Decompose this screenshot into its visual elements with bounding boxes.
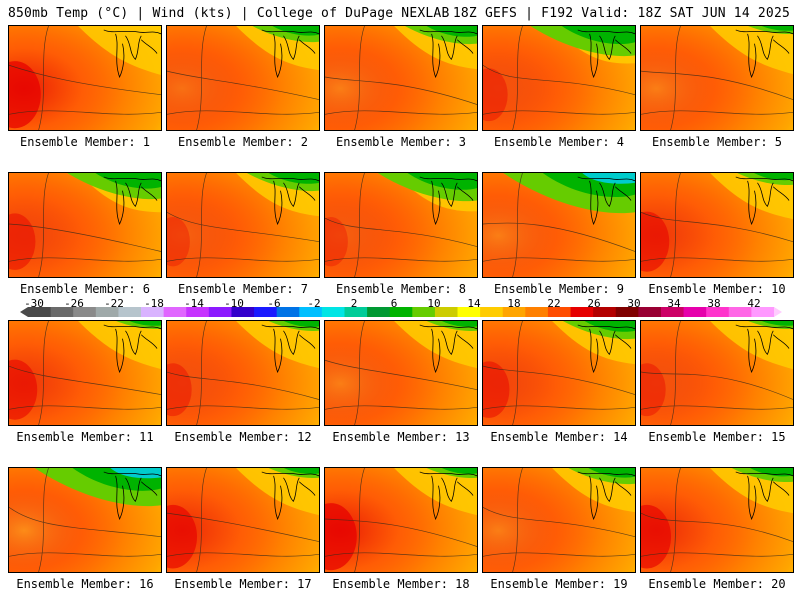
ensemble-member-label: Ensemble Member: 4 xyxy=(493,135,625,149)
ensemble-member-map xyxy=(640,320,794,426)
ensemble-member-label: Ensemble Member: 12 xyxy=(174,430,312,444)
colorbar-segment xyxy=(50,307,74,317)
colorbar-tick: 10 xyxy=(427,297,441,310)
ensemble-member-label: Ensemble Member: 20 xyxy=(648,577,786,591)
colorbar-segment xyxy=(118,307,142,317)
ensemble-member-map xyxy=(324,467,478,573)
colorbar-tick: 30 xyxy=(627,297,641,310)
colorbar-segment xyxy=(367,307,391,317)
colorbar-segment xyxy=(73,307,97,317)
ensemble-member-label: Ensemble Member: 10 xyxy=(648,282,786,296)
ensemble-member-map xyxy=(324,172,478,278)
colorbar-tick: -6 xyxy=(267,297,281,310)
colorbar-tick: 38 xyxy=(707,297,721,310)
ensemble-member-map xyxy=(8,320,162,426)
ensemble-member-map xyxy=(166,320,320,426)
colorbar-segment xyxy=(615,307,639,317)
map-title: 850mb Temp (°C) | Wind (kts) | College o… xyxy=(8,6,450,21)
colorbar-segment xyxy=(525,307,549,317)
colorbar-tick: -30 xyxy=(24,297,44,310)
colorbar-segment xyxy=(389,307,413,317)
ensemble-member-map xyxy=(8,467,162,573)
colorbar-segment xyxy=(434,307,458,317)
colorbar-segment xyxy=(254,307,278,317)
ensemble-member-label: Ensemble Member: 1 xyxy=(19,135,151,149)
colorbar-segment xyxy=(231,307,255,317)
ensemble-member-map xyxy=(482,25,636,131)
colorbar-right-arrow xyxy=(774,307,782,317)
colorbar-tick: -14 xyxy=(184,297,204,310)
colorbar-segment xyxy=(163,307,187,317)
ensemble-member-map xyxy=(640,172,794,278)
ensemble-member-label: Ensemble Member: 19 xyxy=(490,577,628,591)
ensemble-member-map xyxy=(8,172,162,278)
colorbar-segment xyxy=(344,307,368,317)
ensemble-member-label: Ensemble Member: 17 xyxy=(174,577,312,591)
ensemble-member-map xyxy=(166,467,320,573)
ensemble-member-label: Ensemble Member: 16 xyxy=(16,577,154,591)
colorbar-segment xyxy=(706,307,730,317)
colorbar-segment xyxy=(95,307,119,317)
colorbar-segment xyxy=(457,307,481,317)
ensemble-member-map xyxy=(640,467,794,573)
ensemble-member-map xyxy=(166,172,320,278)
colorbar-segment xyxy=(141,307,165,317)
ensemble-member-map xyxy=(324,25,478,131)
ensemble-member-map xyxy=(640,25,794,131)
colorbar-tick: -18 xyxy=(144,297,164,310)
colorbar-segment xyxy=(28,307,52,317)
colorbar-tick: -26 xyxy=(64,297,84,310)
colorbar-segment xyxy=(186,307,210,317)
ensemble-member-map xyxy=(8,25,162,131)
colorbar-segment xyxy=(480,307,504,317)
ensemble-member-label: Ensemble Member: 18 xyxy=(332,577,470,591)
colorbar-tick: 22 xyxy=(547,297,561,310)
ensemble-member-label: Ensemble Member: 7 xyxy=(177,282,309,296)
colorbar-tick: 34 xyxy=(667,297,681,310)
colorbar-tick: 18 xyxy=(507,297,521,310)
ensemble-member-label: Ensemble Member: 8 xyxy=(335,282,467,296)
ensemble-member-label: Ensemble Member: 6 xyxy=(19,282,151,296)
colorbar-segment xyxy=(593,307,617,317)
colorbar-segment xyxy=(502,307,526,317)
ensemble-member-label: Ensemble Member: 9 xyxy=(493,282,625,296)
ensemble-member-label: Ensemble Member: 14 xyxy=(490,430,628,444)
ensemble-member-map xyxy=(324,320,478,426)
ensemble-member-label: Ensemble Member: 5 xyxy=(651,135,783,149)
colorbar-tick: -22 xyxy=(104,297,124,310)
colorbar-segment xyxy=(728,307,752,317)
colorbar-segment xyxy=(321,307,345,317)
colorbar-segment xyxy=(412,307,436,317)
colorbar-tick: 26 xyxy=(587,297,601,310)
ensemble-member-map xyxy=(482,467,636,573)
ensemble-member-label: Ensemble Member: 3 xyxy=(335,135,467,149)
colorbar-segment xyxy=(638,307,662,317)
colorbar-left-arrow xyxy=(20,307,28,317)
ensemble-member-map xyxy=(482,172,636,278)
colorbar-tick: -2 xyxy=(307,297,321,310)
colorbar-tick: 14 xyxy=(467,297,481,310)
colorbar-tick: 6 xyxy=(390,297,398,310)
colorbar-segment xyxy=(299,307,323,317)
colorbar-segment xyxy=(208,307,232,317)
ensemble-member-label: Ensemble Member: 15 xyxy=(648,430,786,444)
colorbar-segment xyxy=(660,307,684,317)
ensemble-member-label: Ensemble Member: 13 xyxy=(332,430,470,444)
colorbar-segment xyxy=(570,307,594,317)
colorbar-tick: 2 xyxy=(350,297,358,310)
ensemble-member-map xyxy=(166,25,320,131)
colorbar-segment xyxy=(276,307,300,317)
colorbar-segment xyxy=(683,307,707,317)
temperature-colorbar xyxy=(20,307,782,317)
ensemble-member-label: Ensemble Member: 2 xyxy=(177,135,309,149)
colorbar-tick: -10 xyxy=(224,297,244,310)
ensemble-member-map xyxy=(482,320,636,426)
run-valid-time: 18Z GEFS | F192 Valid: 18Z SAT JUN 14 20… xyxy=(452,6,790,21)
colorbar-segment xyxy=(547,307,571,317)
ensemble-member-label: Ensemble Member: 11 xyxy=(16,430,154,444)
colorbar-tick: 42 xyxy=(747,297,761,310)
colorbar-segment xyxy=(751,307,775,317)
